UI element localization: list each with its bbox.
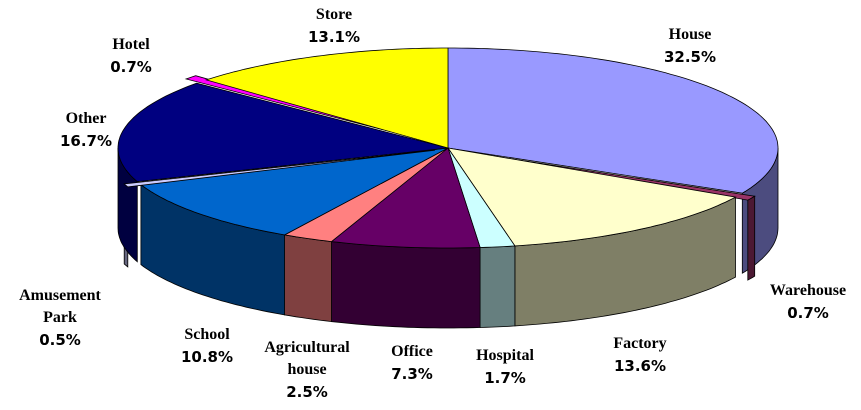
slice	[330, 147, 481, 249]
slice	[123, 149, 435, 188]
slice-side	[331, 241, 481, 329]
slice-label: Hotel 0.7%	[71, 34, 191, 78]
category-name: Other	[65, 110, 107, 127]
category-name: Amusement Park	[19, 287, 101, 326]
slice-label: School 10.8%	[147, 324, 267, 368]
value-label: 32.5%	[663, 48, 717, 66]
category-name: Hotel	[112, 36, 150, 53]
value-label: 7.3%	[391, 365, 433, 383]
category-name: Agricultural house	[264, 339, 350, 378]
slice-label: Office 7.3%	[352, 341, 472, 385]
category-name: Hospital	[476, 347, 534, 364]
slice-side	[284, 234, 332, 323]
slice-label: Agricultural house 2.5%	[252, 337, 362, 403]
value-label: 0.7%	[787, 304, 829, 322]
value-label: 1.7%	[484, 369, 526, 387]
category-name: Office	[391, 343, 433, 360]
slice-label: Store 13.1%	[274, 4, 394, 48]
slice	[447, 147, 516, 248]
slice-label: Hospital 1.7%	[445, 345, 565, 389]
slice	[139, 147, 449, 236]
category-name: Warehouse	[769, 282, 847, 299]
value-label: 2.5%	[286, 383, 328, 401]
slice	[283, 147, 449, 243]
slice-label: Warehouse 0.7%	[748, 280, 861, 324]
value-label: 10.8%	[180, 348, 234, 366]
slice-label: Amusement Park 0.5%	[15, 285, 105, 351]
category-name: Factory	[613, 335, 667, 352]
category-name: School	[184, 326, 230, 343]
value-label: 16.7%	[59, 132, 113, 150]
slice	[204, 47, 449, 149]
slice-label: Factory 13.6%	[580, 333, 700, 377]
slice	[447, 147, 737, 247]
slice	[447, 47, 779, 194]
category-name: House	[668, 26, 712, 43]
value-label: 13.1%	[307, 28, 361, 46]
value-label: 0.7%	[110, 58, 152, 76]
slice-side	[479, 245, 516, 328]
slice-label: House 32.5%	[630, 24, 750, 68]
value-label: 13.6%	[613, 357, 667, 375]
category-name: Store	[315, 6, 353, 23]
value-label: 0.5%	[39, 331, 81, 349]
slice-side	[747, 195, 756, 281]
slice	[117, 82, 449, 183]
slice-label: Other 16.7%	[26, 108, 146, 152]
